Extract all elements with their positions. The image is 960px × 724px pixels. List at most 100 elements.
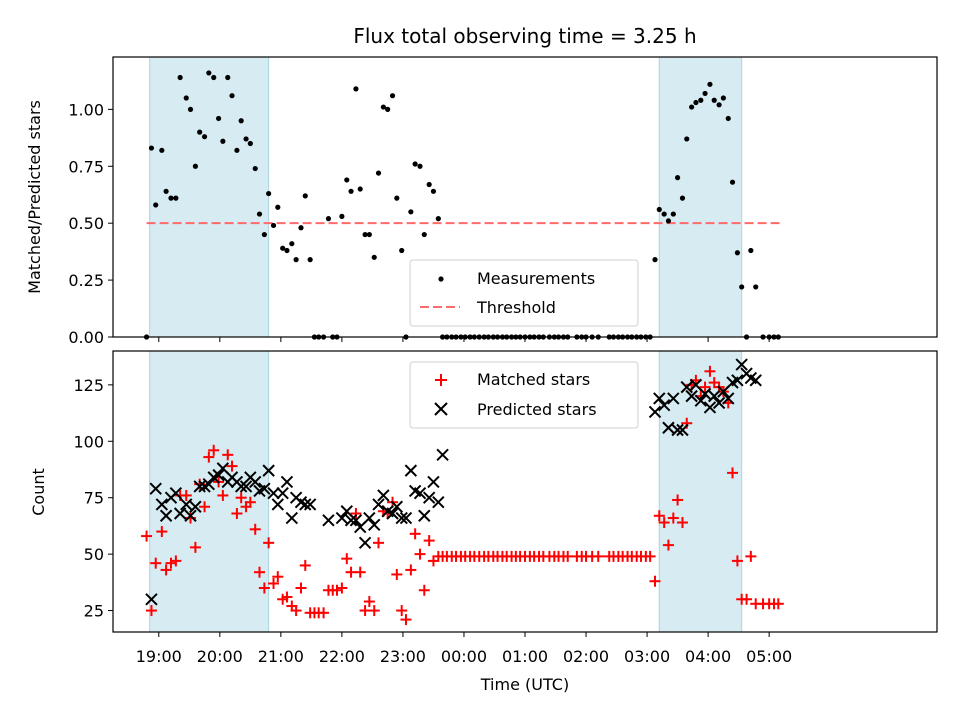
top-shaded-interval bbox=[658, 56, 743, 338]
predicted-star-point bbox=[749, 374, 762, 387]
bottom-panel: 25 50 75 100 125 19:00 20:00 21:00 22:00 23:00 00… bbox=[29, 350, 938, 694]
measurement-point bbox=[234, 147, 240, 153]
legend-predicted-label: Predicted stars bbox=[477, 400, 597, 419]
x-tick-label: 20:00 bbox=[197, 647, 243, 666]
measurement-point bbox=[375, 170, 382, 176]
top-y-tick-label: 0.00 bbox=[68, 328, 104, 347]
predicted-star-point bbox=[436, 448, 449, 462]
predicted-star-point bbox=[249, 475, 262, 489]
predicted-star-point bbox=[280, 475, 294, 489]
measurement-point bbox=[720, 95, 726, 101]
legend-matched-marker bbox=[435, 374, 447, 386]
predicted-star-point bbox=[267, 486, 280, 500]
predicted-star-point bbox=[667, 392, 680, 405]
measurement-point bbox=[177, 74, 183, 81]
matched-star-point bbox=[699, 381, 711, 393]
measurement-point bbox=[289, 241, 295, 247]
predicted-star-point bbox=[202, 477, 216, 491]
predicted-star-point bbox=[418, 509, 431, 522]
measurement-point bbox=[148, 145, 155, 151]
legend-threshold-label: Threshold bbox=[476, 298, 556, 317]
matched-star-point bbox=[145, 605, 157, 617]
matched-star-point bbox=[423, 535, 435, 547]
measurement-point bbox=[734, 250, 741, 256]
measurement-point bbox=[252, 165, 258, 172]
matched-star-point bbox=[203, 451, 215, 463]
predicted-star-point bbox=[149, 482, 162, 495]
matched-star-point bbox=[222, 449, 234, 461]
measurement-point bbox=[753, 284, 759, 290]
predicted-star-point bbox=[399, 511, 413, 525]
matched-star-point bbox=[235, 492, 247, 504]
measurement-point bbox=[261, 231, 267, 238]
top-y-tick-label: 0.50 bbox=[68, 214, 104, 233]
matched-star-point bbox=[165, 557, 177, 569]
predicted-star-point bbox=[653, 392, 666, 405]
predicted-star-point bbox=[271, 498, 285, 511]
predicted-star-point bbox=[212, 468, 225, 482]
measurement-point bbox=[729, 179, 736, 185]
matched-star-point bbox=[160, 564, 172, 576]
x-tick-label: 01:00 bbox=[502, 647, 548, 666]
x-tick-label: 21:00 bbox=[258, 647, 304, 666]
measurement-point bbox=[426, 181, 432, 188]
measurement-point bbox=[684, 136, 690, 142]
measurement-point bbox=[748, 247, 754, 254]
measurement-point bbox=[192, 163, 198, 169]
matched-star-point bbox=[263, 537, 275, 549]
measurement-point bbox=[399, 247, 405, 254]
measurement-point bbox=[284, 247, 290, 254]
measurement-point bbox=[159, 147, 165, 153]
predicted-star-point bbox=[189, 500, 202, 513]
predicted-star-point bbox=[708, 389, 721, 403]
measurement-point bbox=[211, 74, 217, 81]
legend-measurements-label: Measurements bbox=[477, 269, 595, 288]
top-y-tick-label: 0.75 bbox=[68, 157, 104, 176]
top-shaded-interval bbox=[149, 56, 270, 338]
measurement-point bbox=[366, 231, 372, 238]
top-legend: Measurements Threshold bbox=[409, 259, 639, 327]
matched-star-point bbox=[667, 512, 679, 524]
predicted-star-point bbox=[193, 480, 206, 493]
measurement-point bbox=[168, 195, 174, 201]
measurement-point bbox=[394, 195, 400, 201]
measurement-point bbox=[739, 284, 745, 290]
top-y-tick-label: 1.00 bbox=[68, 100, 104, 119]
predicted-star-point bbox=[285, 511, 299, 525]
matched-star-point bbox=[231, 508, 243, 520]
measurement-point bbox=[357, 186, 363, 192]
measurement-point bbox=[421, 231, 427, 238]
measurement-point bbox=[307, 257, 313, 263]
measurement-point bbox=[348, 188, 354, 194]
predicted-star-point bbox=[395, 511, 408, 525]
measurement-point bbox=[302, 193, 308, 199]
predicted-star-point bbox=[703, 401, 717, 414]
matched-star-point bbox=[156, 526, 168, 538]
measurement-point bbox=[408, 209, 414, 215]
measurement-point bbox=[679, 195, 686, 201]
measurement-point bbox=[661, 211, 667, 217]
measurement-point bbox=[153, 202, 159, 208]
bottom-y-tick-label: 125 bbox=[73, 376, 104, 395]
predicted-star-point bbox=[303, 498, 317, 511]
matched-star-point bbox=[180, 489, 192, 501]
predicted-star-point bbox=[344, 514, 358, 527]
matched-star-point bbox=[405, 564, 417, 576]
predicted-star-point bbox=[239, 480, 253, 493]
matched-star-point bbox=[208, 444, 220, 456]
matched-star-point bbox=[672, 494, 684, 506]
matched-star-point bbox=[662, 539, 674, 551]
chart-title: Flux total observing time = 3.25 h bbox=[353, 24, 696, 48]
measurement-point bbox=[674, 175, 681, 181]
matched-star-point bbox=[373, 537, 385, 549]
matched-star-point bbox=[331, 584, 343, 596]
measurement-point bbox=[238, 118, 244, 124]
measurement-point bbox=[716, 102, 722, 108]
predicted-star-point bbox=[685, 389, 698, 403]
predicted-star-point bbox=[698, 387, 712, 401]
matched-star-point bbox=[704, 365, 716, 377]
predicted-star-point bbox=[413, 486, 427, 500]
predicted-star-point bbox=[262, 464, 275, 477]
matched-star-point bbox=[318, 607, 330, 619]
measurement-point bbox=[707, 81, 713, 87]
